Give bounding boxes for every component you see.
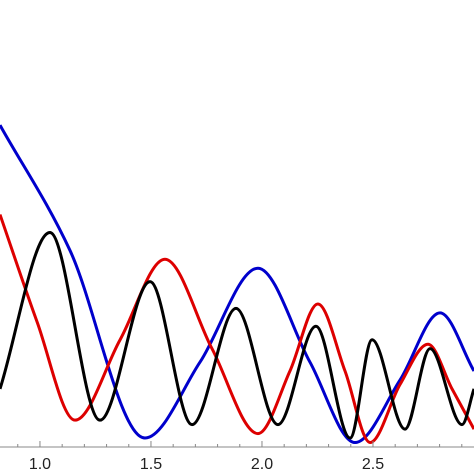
- x-tick-label: 2.5: [362, 456, 384, 473]
- x-tick-label: 1.0: [29, 456, 51, 473]
- series-line: [0, 230, 474, 440]
- series-line: [0, 214, 474, 445]
- x-tick-label: 2.0: [251, 456, 273, 473]
- x-tick-label: 1.5: [140, 456, 162, 473]
- series-line: [0, 124, 474, 445]
